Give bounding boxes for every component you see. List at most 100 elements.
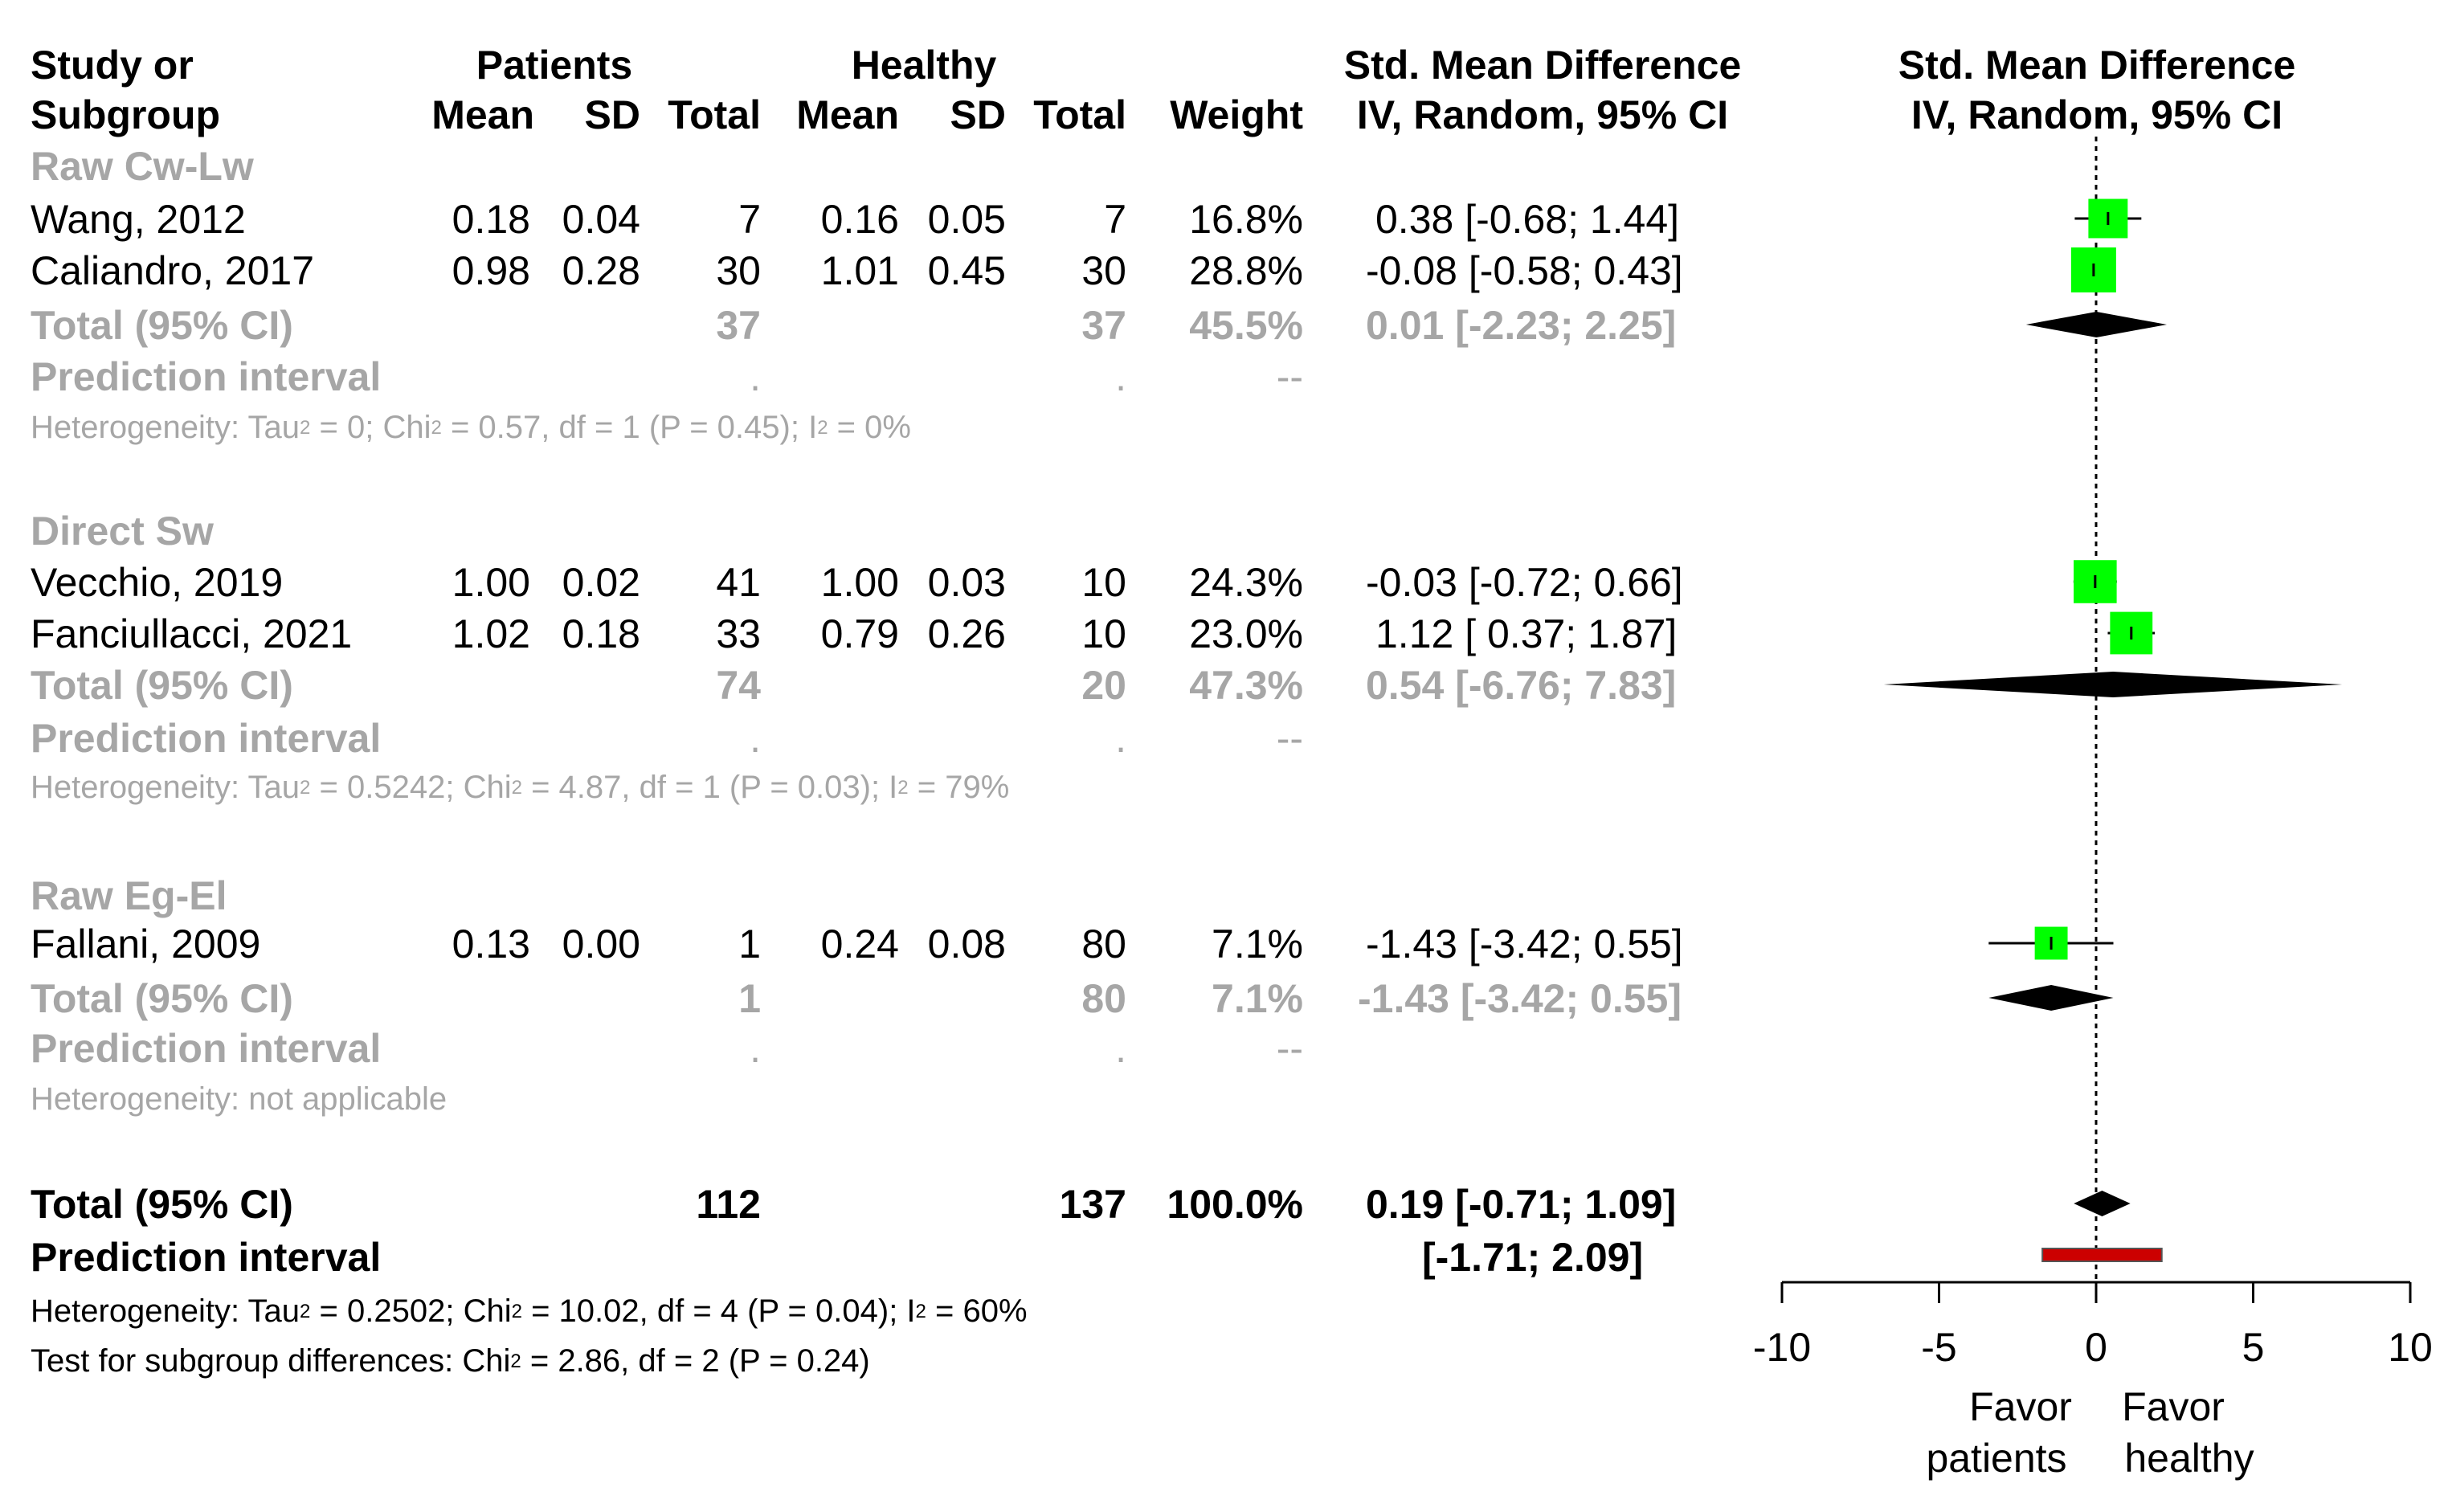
x-tick-label: 10 — [2388, 1325, 2433, 1370]
healthy-sd: 0.08 — [927, 922, 1006, 966]
study-name: Caliandro, 2017 — [31, 248, 315, 293]
header-healthy-mean: Mean — [796, 92, 899, 137]
study-ci: -1.43 [-3.42; 0.55] — [1366, 922, 1683, 966]
study-name: Fanciullacci, 2021 — [31, 611, 353, 656]
x-tick-label: 0 — [2085, 1325, 2107, 1370]
overall-total-patients: 112 — [696, 1182, 761, 1227]
patients-total: 33 — [716, 611, 761, 656]
subgroup-total-label: Total (95% CI) — [31, 303, 293, 348]
healthy-total: 10 — [1081, 611, 1126, 656]
header-weight: Weight — [1170, 92, 1303, 137]
subgroup-total-label: Total (95% CI) — [31, 976, 293, 1021]
patients-mean: 0.18 — [452, 197, 530, 242]
prediction-interval-label: Prediction interval — [31, 1026, 382, 1071]
healthy-total: 7 — [1104, 197, 1126, 242]
healthy-total: 30 — [1081, 248, 1126, 293]
patients-total: 1 — [738, 922, 761, 966]
patients-total: 30 — [716, 248, 761, 293]
subgroup-label: Raw Cw-Lw — [31, 144, 254, 189]
patients-total: 7 — [738, 197, 761, 242]
pi-healthy-dot: . — [1115, 354, 1126, 399]
x-tick-label: -10 — [1753, 1325, 1811, 1370]
patients-mean: 1.00 — [452, 560, 530, 605]
study-name: Vecchio, 2019 — [31, 560, 284, 605]
patients-sd: 0.18 — [562, 611, 640, 656]
favor-right-line2: healthy — [2124, 1436, 2254, 1481]
subgroup-total-patients: 37 — [716, 303, 761, 348]
healthy-mean: 0.24 — [820, 922, 899, 966]
header-patients-sd: SD — [584, 92, 640, 137]
x-tick-label: -5 — [1921, 1325, 1956, 1370]
patients-sd: 0.02 — [562, 560, 640, 605]
patients-total: 41 — [716, 560, 761, 605]
overall-diamond — [2074, 1191, 2131, 1216]
patients-sd: 0.00 — [562, 922, 640, 966]
favor-right-line1: Favor — [2122, 1384, 2225, 1429]
header-healthy-sd: SD — [950, 92, 1006, 137]
plot-header-line1: Std. Mean Difference — [1898, 43, 2296, 88]
subgroup-diamond — [1988, 985, 2114, 1011]
pi-patients-dot: . — [750, 716, 761, 761]
header-patients-total: Total — [668, 92, 761, 137]
subgroup-diamond — [2025, 312, 2167, 337]
pi-weight: -- — [1276, 1026, 1303, 1071]
prediction-interval-bar — [2041, 1248, 2163, 1262]
subgroup-total-healthy: 37 — [1081, 303, 1126, 348]
prediction-interval-label: Prediction interval — [31, 354, 382, 399]
subgroup-total-label: Total (95% CI) — [31, 663, 293, 708]
healthy-sd: 0.03 — [927, 560, 1006, 605]
overall-total-weight: 100.0% — [1167, 1182, 1303, 1227]
study-weight: 28.8% — [1189, 248, 1303, 293]
header-smd-line1: Std. Mean Difference — [1343, 43, 1742, 88]
study-ci: 1.12 [ 0.37; 1.87] — [1375, 611, 1678, 656]
heterogeneity-text: Heterogeneity: Tau2 = 0.5242; Chi2 = 4.8… — [31, 770, 1010, 805]
header-patients-mean: Mean — [431, 92, 534, 137]
overall-pi-ci: [-1.71; 2.09] — [1422, 1235, 1644, 1280]
pi-healthy-dot: . — [1115, 716, 1126, 761]
subgroup-total-patients: 1 — [738, 976, 761, 1021]
healthy-mean: 1.01 — [820, 248, 899, 293]
overall-total-healthy: 137 — [1059, 1182, 1126, 1227]
favor-left-line1: Favor — [1969, 1384, 2072, 1429]
overall-total-ci: 0.19 [-0.71; 1.09] — [1366, 1182, 1677, 1227]
study-weight: 16.8% — [1189, 197, 1303, 242]
patients-sd: 0.04 — [562, 197, 640, 242]
subgroup-total-weight: 47.3% — [1189, 663, 1303, 708]
favor-left-line2: patients — [1926, 1436, 2067, 1481]
study-ci: 0.38 [-0.68; 1.44] — [1375, 197, 1680, 242]
study-name: Wang, 2012 — [31, 197, 246, 242]
healthy-total: 10 — [1081, 560, 1126, 605]
subgroup-total-weight: 45.5% — [1189, 303, 1303, 348]
subgroup-label: Direct Sw — [31, 509, 214, 554]
header-smd-line2: IV, Random, 95% CI — [1356, 92, 1729, 137]
subgroup-total-ci: -1.43 [-3.42; 0.55] — [1358, 976, 1682, 1021]
study-ci: -0.03 [-0.72; 0.66] — [1366, 560, 1683, 605]
study-weight: 24.3% — [1189, 560, 1303, 605]
pi-patients-dot: . — [750, 1026, 761, 1071]
patients-mean: 0.98 — [452, 248, 530, 293]
study-weight: 7.1% — [1212, 922, 1303, 966]
subgroup-total-healthy: 20 — [1081, 663, 1126, 708]
pi-healthy-dot: . — [1115, 1026, 1126, 1071]
healthy-mean: 0.79 — [820, 611, 899, 656]
healthy-sd: 0.45 — [927, 248, 1006, 293]
plot-header-line2: IV, Random, 95% CI — [1911, 92, 2283, 137]
healthy-mean: 1.00 — [820, 560, 899, 605]
subgroup-total-ci: 0.01 [-2.23; 2.25] — [1366, 303, 1677, 348]
patients-mean: 0.13 — [452, 922, 530, 966]
overall-total-label: Total (95% CI) — [31, 1182, 293, 1227]
heterogeneity-text: Heterogeneity: not applicable — [31, 1081, 448, 1117]
healthy-mean: 0.16 — [820, 197, 899, 242]
overall-heterogeneity-text: Heterogeneity: Tau2 = 0.2502; Chi2 = 10.… — [31, 1293, 1028, 1329]
healthy-sd: 0.26 — [927, 611, 1006, 656]
study-weight: 23.0% — [1189, 611, 1303, 656]
x-tick-label: 5 — [2242, 1325, 2265, 1370]
subgroup-total-ci: 0.54 [-6.76; 7.83] — [1366, 663, 1677, 708]
header-study-line1: Study or — [31, 43, 194, 88]
pi-weight: -- — [1276, 354, 1303, 399]
heterogeneity-text: Heterogeneity: Tau2 = 0; Chi2 = 0.57, df… — [31, 410, 911, 445]
patients-sd: 0.28 — [562, 248, 640, 293]
overall-pi-label: Prediction interval — [31, 1235, 382, 1280]
